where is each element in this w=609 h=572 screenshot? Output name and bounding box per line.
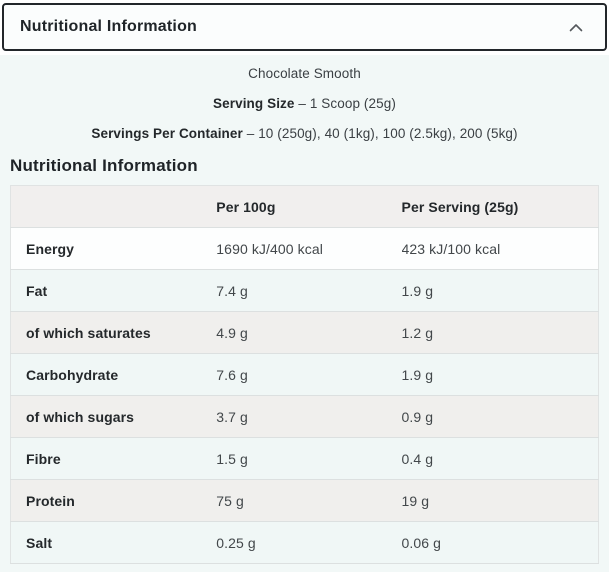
chevron-up-icon[interactable]: [569, 23, 583, 32]
row-label: Fibre: [26, 450, 61, 467]
row-label: of which sugars: [26, 408, 135, 425]
section-heading: Nutritional Information: [10, 156, 198, 175]
table-row: Fibre 1.5 g 0.4 g: [10, 437, 599, 480]
per-serving-value: 423 kJ/100 kcal: [401, 240, 501, 257]
nutritional-information-accordion-header[interactable]: Nutritional Information: [2, 3, 607, 51]
header-cell-per-serving: Per Serving (25g): [401, 198, 519, 215]
row-label: Fat: [26, 282, 48, 299]
table-row: of which sugars 3.7 g 0.9 g: [10, 395, 599, 438]
row-label: of which saturates: [26, 324, 151, 341]
header-row: Per 100g Per Serving (25g): [10, 185, 599, 228]
per-100g-value: 1.5 g: [216, 450, 248, 467]
per-100g-value: 75 g: [216, 492, 244, 509]
header-cell-per-100g: Per 100g: [216, 198, 276, 215]
table-row: Protein 75 g 19 g: [10, 479, 599, 522]
row-label: Energy: [26, 240, 75, 257]
per-serving-value: 19 g: [401, 492, 430, 509]
row-label: Carbohydrate: [26, 366, 119, 383]
per-serving-value: 0.9 g: [401, 408, 434, 425]
servings-per-container-label: Servings Per Container: [91, 126, 243, 141]
table-row: Fat 7.4 g 1.9 g: [10, 269, 599, 312]
per-serving-value: 1.9 g: [401, 366, 434, 383]
servings-per-container-value: 10 (250g), 40 (1kg), 100 (2.5kg), 200 (5…: [258, 126, 518, 141]
serving-size-line: Serving Size – 1 Scoop (25g): [0, 97, 609, 111]
per-100g-value: 7.4 g: [216, 282, 248, 299]
row-label: Protein: [26, 492, 75, 509]
per-serving-value: 0.4 g: [401, 450, 434, 467]
servings-per-container-separator: –: [246, 126, 255, 141]
header-cell-blank: [11, 186, 217, 228]
nutrition-table: Per 100g Per Serving (25g) Energy 1690 kJ…: [10, 185, 599, 564]
row-label: Salt: [26, 534, 53, 551]
accordion-title: Nutritional Information: [20, 18, 198, 35]
per-100g-value: 0.25 g: [216, 534, 256, 551]
per-100g-value: 3.7 g: [216, 408, 248, 425]
table-row: Salt 0.25 g 0.06 g: [10, 521, 599, 564]
table-row: Energy 1690 kJ/400 kcal 423 kJ/100 kcal: [10, 227, 599, 270]
table-row: Carbohydrate 7.6 g 1.9 g: [10, 353, 599, 396]
nutritional-information-panel: Chocolate Smooth Serving Size – 1 Scoop …: [0, 55, 609, 572]
flavour-name: Chocolate Smooth: [248, 66, 361, 81]
nutrition-table-body: Energy 1690 kJ/400 kcal 423 kJ/100 kcal Fat…: [10, 227, 599, 564]
per-serving-value: 1.2 g: [401, 324, 434, 341]
per-100g-value: 1690 kJ/400 kcal: [216, 240, 323, 257]
nutrition-table-header: Per 100g Per Serving (25g): [10, 185, 599, 228]
per-100g-value: 4.9 g: [216, 324, 248, 341]
serving-size-separator: –: [298, 96, 306, 111]
table-row: of which saturates 4.9 g 1.2 g: [10, 311, 599, 354]
per-serving-value: 0.06 g: [401, 534, 442, 551]
per-100g-value: 7.6 g: [216, 366, 248, 383]
per-serving-value: 1.9 g: [401, 282, 434, 299]
serving-size-label: Serving Size: [213, 96, 295, 111]
servings-per-container-line: Servings Per Container – 10 (250g), 40 (…: [0, 127, 609, 141]
serving-size-value: 1 Scoop (25g): [309, 96, 396, 111]
